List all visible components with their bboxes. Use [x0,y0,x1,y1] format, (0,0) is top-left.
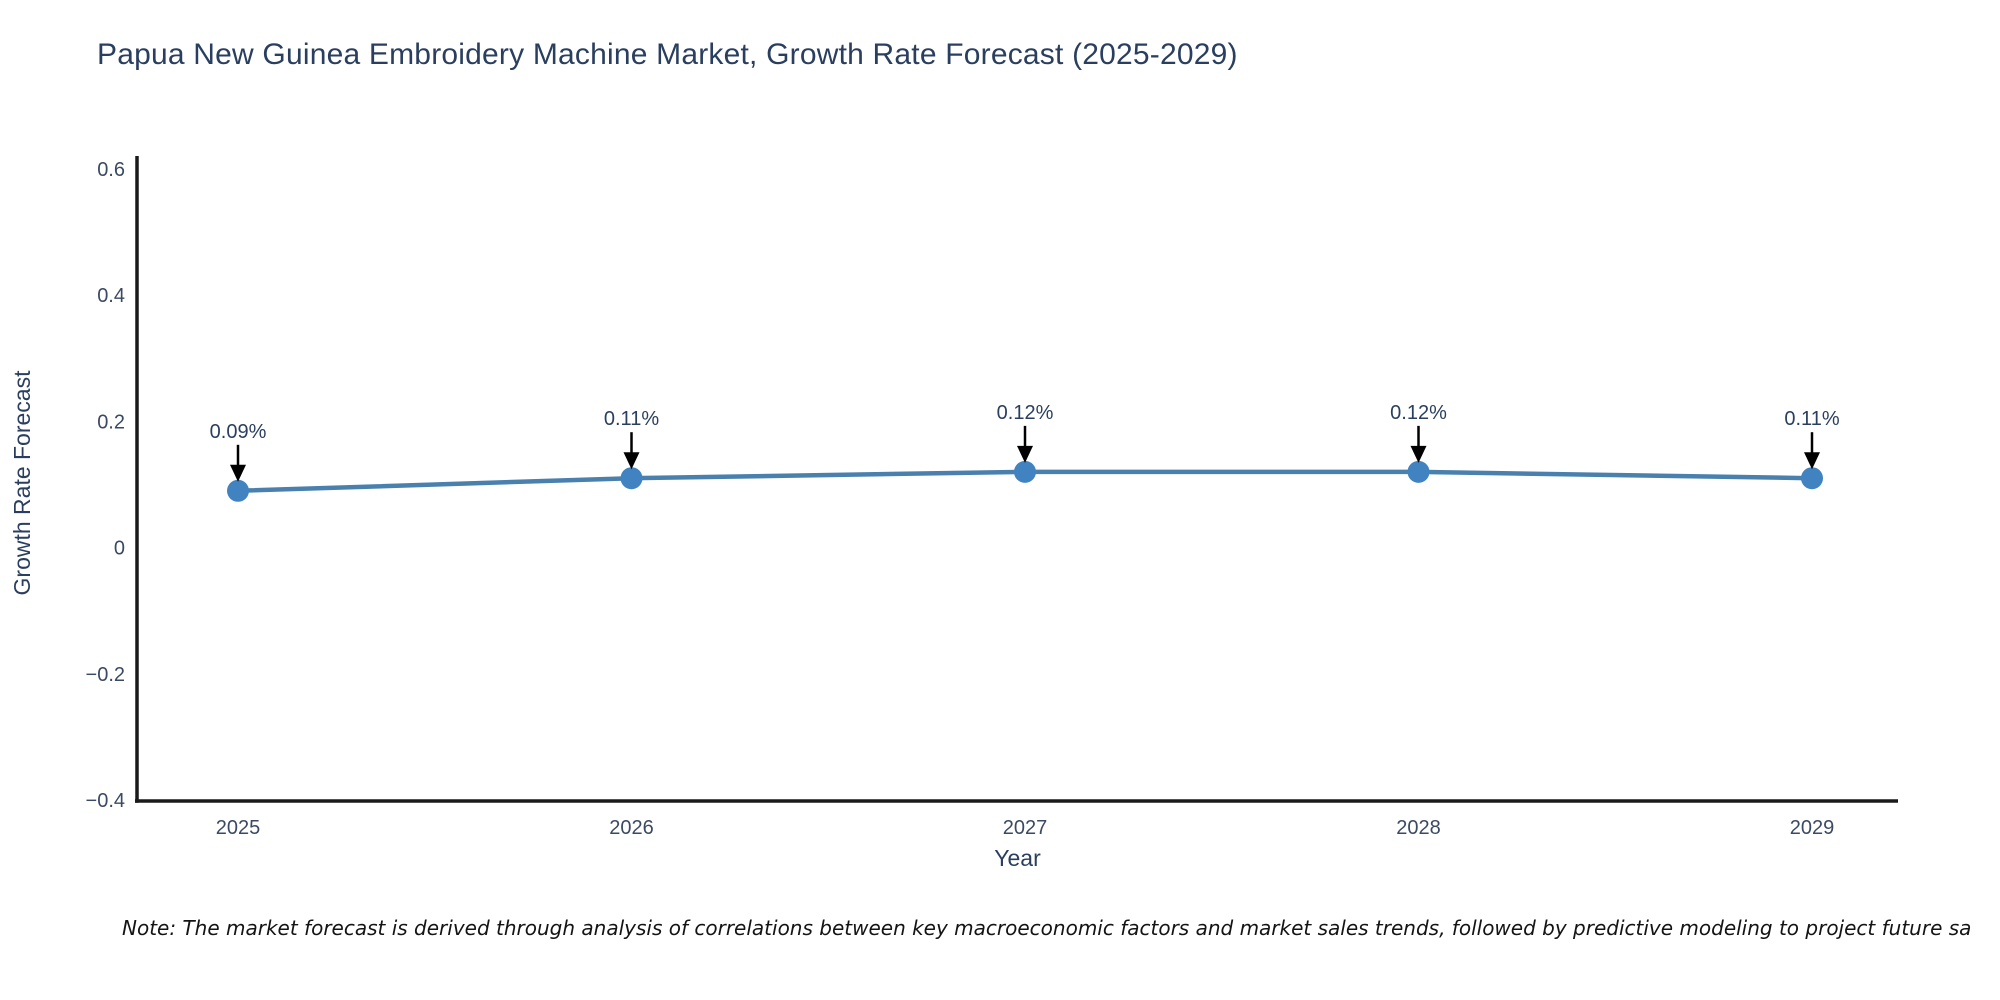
annotation-label: 0.09% [210,421,267,443]
y-axis-title: Growth Rate Forecast [9,370,35,596]
y-tick-label: 0.6 [97,159,125,181]
y-tick-label: −0.4 [86,790,125,812]
y-tick-label: 0.2 [97,411,125,433]
x-tick-label: 2025 [216,817,261,839]
x-tick-label: 2026 [609,817,654,839]
data-point-marker [1407,460,1430,483]
x-tick-label: 2029 [1790,817,1835,839]
annotation-label: 0.12% [1390,402,1447,424]
data-point-marker [1801,467,1823,490]
annotation-label: 0.12% [997,402,1054,424]
point-annotation: 0.12% [997,402,1054,463]
x-axis-title: Year [994,845,1041,871]
point-annotation: 0.11% [1784,408,1840,470]
y-tick-label: 0.4 [97,285,125,307]
annotation-label: 0.11% [604,408,659,430]
data-point-marker [620,467,643,490]
x-tick-label: 2027 [1003,817,1048,839]
annotation-arrow-head [1804,452,1820,470]
chart-footnote: Note: The market forecast is derived thr… [122,916,1972,940]
point-annotation: 0.09% [210,421,267,482]
annotation-arrow-head [230,464,246,482]
annotation-label: 0.11% [1784,408,1839,430]
x-tick-label: 2028 [1396,817,1441,839]
chart-title: Papua New Guinea Embroidery Machine Mark… [97,38,1238,71]
y-tick-label: 0 [114,538,125,560]
point-annotation: 0.11% [604,408,659,470]
y-tick-label: −0.2 [86,664,125,686]
annotation-arrow-head [1017,445,1033,463]
data-point-marker [227,479,249,502]
annotation-arrow-head [623,452,640,470]
annotation-arrow-head [1410,445,1427,463]
data-point-marker [1014,460,1036,483]
point-annotation: 0.12% [1390,402,1447,463]
